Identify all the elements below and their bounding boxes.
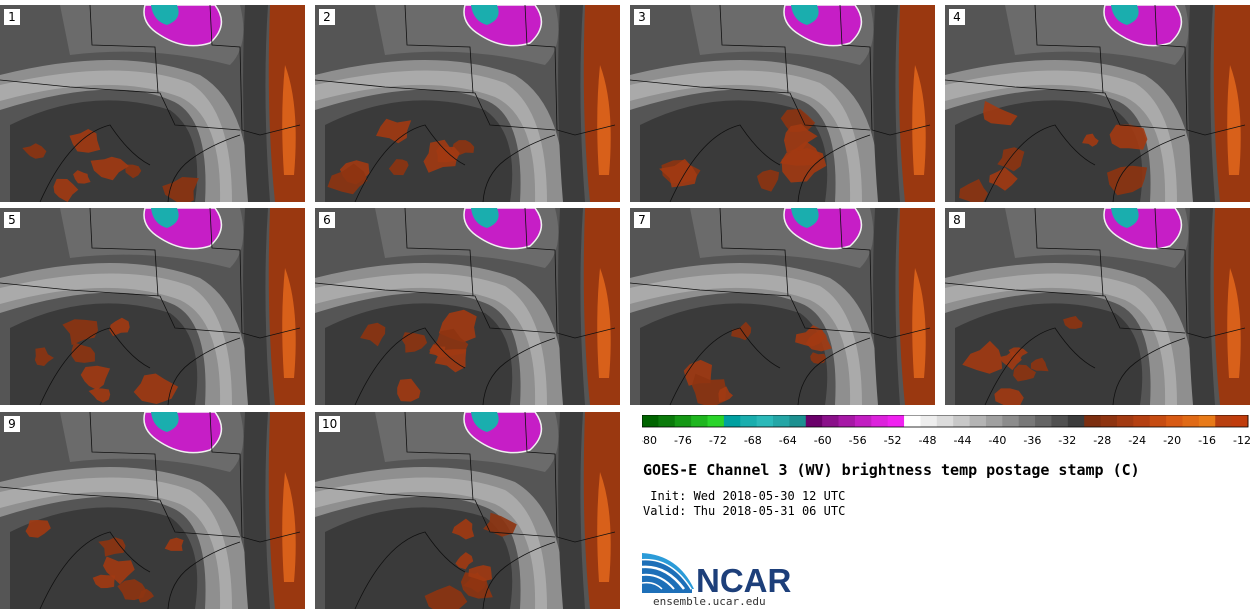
colorbar-swatch <box>1002 415 1020 427</box>
colorbar-swatch <box>1149 415 1167 427</box>
colorbar-swatch <box>723 415 741 427</box>
ncar-logo-icon <box>642 553 694 593</box>
colorbar-tick-label: -68 <box>744 434 762 447</box>
colorbar-swatch <box>822 415 840 427</box>
colorbar-tick-label: -28 <box>1093 434 1111 447</box>
map-image <box>630 208 935 405</box>
colorbar-swatch <box>707 415 725 427</box>
colorbar-swatch <box>920 415 938 427</box>
colorbar-swatch <box>904 415 921 427</box>
member-panel-10: 10 <box>315 412 620 609</box>
map-image <box>315 412 620 609</box>
map-image <box>0 412 305 609</box>
colorbar-swatch <box>1133 415 1151 427</box>
colorbar-swatch <box>1215 415 1233 427</box>
member-panel-6: 6 <box>315 208 620 405</box>
colorbar-tick-label: -24 <box>1128 434 1146 447</box>
panel-label: 2 <box>319 9 335 25</box>
init-time: Init: Wed 2018-05-30 12 UTC <box>643 489 846 503</box>
colorbar-swatch <box>969 415 987 427</box>
map-image <box>315 5 620 202</box>
colorbar-swatch <box>1051 415 1069 427</box>
colorbar-swatch <box>1067 415 1085 427</box>
panel-label: 3 <box>634 9 650 25</box>
map-image <box>315 208 620 405</box>
panel-label: 9 <box>4 416 20 432</box>
member-panel-9: 9 <box>0 412 305 609</box>
colorbar-swatch <box>985 415 1003 427</box>
colorbar-tick-label: -12 <box>1233 434 1251 447</box>
member-panel-2: 2 <box>315 5 620 202</box>
figure-title: GOES-E Channel 3 (WV) brightness temp po… <box>643 461 1140 479</box>
colorbar-swatch <box>1198 415 1216 427</box>
colorbar-swatch <box>642 415 659 427</box>
colorbar-tick-label: -20 <box>1163 434 1181 447</box>
colorbar-swatch <box>789 415 807 427</box>
colorbar-swatch <box>805 415 823 427</box>
colorbar-tick-label: -36 <box>1023 434 1041 447</box>
panel-label: 1 <box>4 9 20 25</box>
colorbar-tick-label: -72 <box>709 434 727 447</box>
colorbar-tick-label: -60 <box>814 434 832 447</box>
member-panel-7: 7 <box>630 208 935 405</box>
map-image <box>0 5 305 202</box>
colorbar-tick-label: -52 <box>884 434 902 447</box>
logo-url: ensemble.ucar.edu <box>653 595 766 608</box>
map-image <box>945 5 1250 202</box>
colorbar-swatch <box>1116 415 1134 427</box>
panel-label: 10 <box>319 416 341 432</box>
map-image <box>630 5 935 202</box>
colorbar-swatch <box>936 415 954 427</box>
member-panel-3: 3 <box>630 5 935 202</box>
colorbar-swatch <box>1166 415 1183 427</box>
colorbar-swatch <box>658 415 676 427</box>
colorbar-swatch <box>1018 415 1036 427</box>
colorbar-swatch <box>756 415 774 427</box>
colorbar-swatch <box>1100 415 1118 427</box>
colorbar-tick-label: -32 <box>1058 434 1076 447</box>
colorbar-swatch <box>1035 415 1052 427</box>
panel-label: 4 <box>949 9 965 25</box>
member-panel-5: 5 <box>0 208 305 405</box>
colorbar-tick-label: -64 <box>779 434 797 447</box>
colorbar-swatch <box>674 415 692 427</box>
map-image <box>0 208 305 405</box>
valid-time: Valid: Thu 2018-05-31 06 UTC <box>643 504 846 518</box>
colorbar-tick-label: -44 <box>953 434 971 447</box>
panel-label: 8 <box>949 212 965 228</box>
colorbar-tick-label: -40 <box>988 434 1006 447</box>
panel-label: 6 <box>319 212 335 228</box>
colorbar-tick-label: -76 <box>674 434 692 447</box>
panel-label: 7 <box>634 212 650 228</box>
colorbar-swatch <box>871 415 889 427</box>
map-image <box>945 208 1250 405</box>
colorbar-swatch <box>691 415 709 427</box>
colorbar-swatch <box>740 415 758 427</box>
member-panel-8: 8 <box>945 208 1250 405</box>
colorbar-swatch <box>953 415 971 427</box>
colorbar-swatch <box>887 415 905 427</box>
member-panel-1: 1 <box>0 5 305 202</box>
colorbar-swatch <box>773 415 790 427</box>
colorbar-tick-label: -48 <box>919 434 937 447</box>
colorbar-swatch <box>1182 415 1200 427</box>
colorbar-swatch <box>1231 415 1249 427</box>
panel-label: 5 <box>4 212 20 228</box>
colorbar-tick-label: -56 <box>849 434 867 447</box>
colorbar-tick-label: -80 <box>642 434 657 447</box>
colorbar: -80 -76 -72 -68 -64 -60 -56 -52 -48 -44 -40 -36 -32 -… <box>642 415 1251 447</box>
colorbar-swatch <box>1084 415 1102 427</box>
colorbar-swatch <box>838 415 856 427</box>
member-panel-4: 4 <box>945 5 1250 202</box>
colorbar-swatch <box>854 415 872 427</box>
logo-wordmark: NCAR <box>696 562 792 599</box>
colorbar-tick-label: -16 <box>1198 434 1216 447</box>
